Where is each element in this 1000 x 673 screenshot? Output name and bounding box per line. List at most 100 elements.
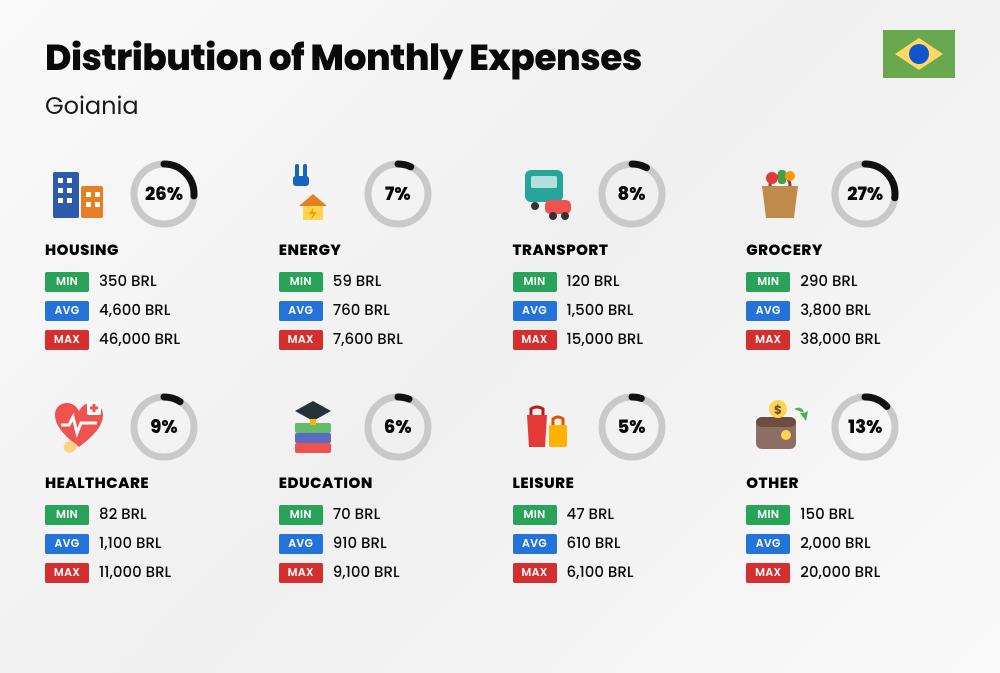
min-value: 290 BRL — [800, 270, 857, 293]
category-name: LEISURE — [513, 472, 722, 495]
min-value: 350 BRL — [99, 270, 157, 293]
avg-badge: AVG — [746, 301, 790, 321]
max-badge: MAX — [45, 563, 89, 583]
max-value: 38,000 BRL — [800, 328, 880, 351]
max-value: 11,000 BRL — [99, 561, 171, 584]
brazil-flag-icon — [883, 30, 955, 78]
category-card: 5% LEISURE MIN 47 BRL AVG 610 BRL MAX 6,… — [513, 392, 722, 590]
avg-badge: AVG — [45, 534, 89, 554]
min-value: 47 BRL — [567, 503, 615, 526]
energy-icon — [279, 160, 347, 228]
percent-ring: 8% — [597, 159, 667, 229]
stat-max-row: MAX 38,000 BRL — [746, 328, 955, 351]
min-badge: MIN — [45, 505, 89, 525]
page-title: Distribution of Monthly Expenses — [45, 30, 642, 85]
max-value: 9,100 BRL — [333, 561, 400, 584]
card-top: 26% — [45, 159, 254, 229]
category-card: 8% TRANSPORT MIN 120 BRL AVG 1,500 BRL M… — [513, 159, 722, 357]
healthcare-icon — [45, 393, 113, 461]
stat-avg-row: AVG 910 BRL — [279, 532, 488, 555]
card-top: 5% — [513, 392, 722, 462]
stat-max-row: MAX 6,100 BRL — [513, 561, 722, 584]
card-top: 6% — [279, 392, 488, 462]
stat-avg-row: AVG 1,100 BRL — [45, 532, 254, 555]
title-block: Distribution of Monthly Expenses Goiania — [45, 30, 642, 124]
min-badge: MIN — [513, 505, 557, 525]
max-value: 46,000 BRL — [99, 328, 180, 351]
wallet-icon: $ — [746, 393, 814, 461]
stat-avg-row: AVG 760 BRL — [279, 299, 488, 322]
percent-label: 9% — [129, 392, 199, 462]
percent-ring: 27% — [830, 159, 900, 229]
min-value: 70 BRL — [333, 503, 381, 526]
avg-value: 3,800 BRL — [800, 299, 871, 322]
percent-label: 13% — [830, 392, 900, 462]
avg-value: 610 BRL — [567, 532, 621, 555]
stat-avg-row: AVG 3,800 BRL — [746, 299, 955, 322]
percent-label: 7% — [363, 159, 433, 229]
category-card: 27% GROCERY MIN 290 BRL AVG 3,800 BRL MA… — [746, 159, 955, 357]
category-name: HEALTHCARE — [45, 472, 254, 495]
max-badge: MAX — [746, 330, 790, 350]
category-name: GROCERY — [746, 239, 955, 262]
card-top: 8% — [513, 159, 722, 229]
stat-min-row: MIN 150 BRL — [746, 503, 955, 526]
stat-min-row: MIN 70 BRL — [279, 503, 488, 526]
percent-ring: 5% — [597, 392, 667, 462]
grocery-icon — [746, 160, 814, 228]
min-value: 59 BRL — [333, 270, 382, 293]
max-value: 15,000 BRL — [567, 328, 644, 351]
percent-label: 8% — [597, 159, 667, 229]
min-value: 82 BRL — [99, 503, 147, 526]
stat-max-row: MAX 15,000 BRL — [513, 328, 722, 351]
percent-ring: 26% — [129, 159, 199, 229]
card-top: 9% — [45, 392, 254, 462]
category-card: 9% HEALTHCARE MIN 82 BRL AVG 1,100 BRL M… — [45, 392, 254, 590]
max-value: 20,000 BRL — [800, 561, 880, 584]
avg-badge: AVG — [513, 301, 557, 321]
categories-grid: 26% HOUSING MIN 350 BRL AVG 4,600 BRL MA… — [45, 159, 955, 590]
category-card: 6% EDUCATION MIN 70 BRL AVG 910 BRL MAX … — [279, 392, 488, 590]
max-value: 6,100 BRL — [567, 561, 634, 584]
stat-min-row: MIN 47 BRL — [513, 503, 722, 526]
avg-badge: AVG — [279, 301, 323, 321]
max-badge: MAX — [746, 563, 790, 583]
min-badge: MIN — [279, 505, 323, 525]
percent-label: 6% — [363, 392, 433, 462]
stat-min-row: MIN 350 BRL — [45, 270, 254, 293]
min-value: 120 BRL — [567, 270, 620, 293]
min-badge: MIN — [279, 272, 323, 292]
category-card: 26% HOUSING MIN 350 BRL AVG 4,600 BRL MA… — [45, 159, 254, 357]
stat-avg-row: AVG 4,600 BRL — [45, 299, 254, 322]
min-value: 150 BRL — [800, 503, 854, 526]
avg-value: 760 BRL — [333, 299, 390, 322]
avg-badge: AVG — [279, 534, 323, 554]
percent-label: 26% — [129, 159, 199, 229]
stat-max-row: MAX 7,600 BRL — [279, 328, 488, 351]
percent-ring: 6% — [363, 392, 433, 462]
page-subtitle: Goiania — [45, 89, 642, 124]
avg-value: 910 BRL — [333, 532, 387, 555]
percent-ring: 13% — [830, 392, 900, 462]
stat-min-row: MIN 290 BRL — [746, 270, 955, 293]
card-top: 27% — [746, 159, 955, 229]
card-top: $ 13% — [746, 392, 955, 462]
min-badge: MIN — [45, 272, 89, 292]
min-badge: MIN — [513, 272, 557, 292]
card-top: 7% — [279, 159, 488, 229]
category-name: HOUSING — [45, 239, 254, 262]
avg-value: 1,500 BRL — [567, 299, 634, 322]
max-value: 7,600 BRL — [333, 328, 403, 351]
category-name: OTHER — [746, 472, 955, 495]
stat-avg-row: AVG 2,000 BRL — [746, 532, 955, 555]
max-badge: MAX — [513, 330, 557, 350]
category-card: 7% ENERGY MIN 59 BRL AVG 760 BRL MAX 7,6… — [279, 159, 488, 357]
percent-ring: 9% — [129, 392, 199, 462]
avg-badge: AVG — [45, 301, 89, 321]
avg-value: 1,100 BRL — [99, 532, 162, 555]
stat-min-row: MIN 59 BRL — [279, 270, 488, 293]
stat-min-row: MIN 120 BRL — [513, 270, 722, 293]
transport-icon — [513, 160, 581, 228]
category-card: $ 13% OTHER MIN 150 BRL AVG 2,000 BRL MA… — [746, 392, 955, 590]
max-badge: MAX — [45, 330, 89, 350]
